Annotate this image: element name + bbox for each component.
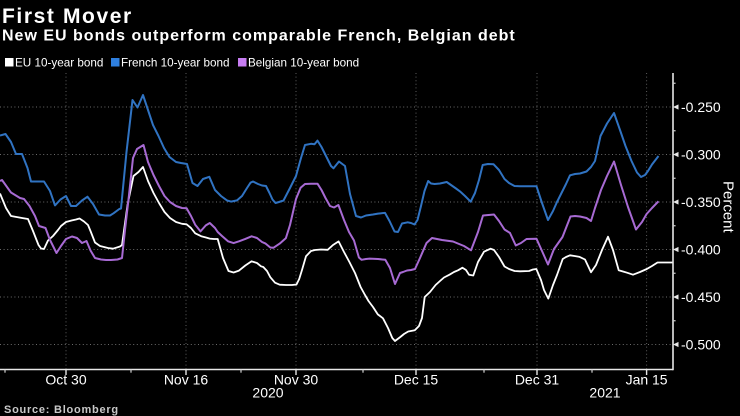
svg-text:Oct 30: Oct 30 bbox=[45, 372, 86, 388]
svg-text:-0.300: -0.300 bbox=[681, 147, 721, 163]
svg-text:-0.450: -0.450 bbox=[681, 289, 721, 305]
svg-text:-0.350: -0.350 bbox=[681, 194, 721, 210]
svg-text:New EU bonds outperform compar: New EU bonds outperform comparable Frenc… bbox=[2, 28, 516, 45]
svg-text:First Mover: First Mover bbox=[2, 5, 133, 28]
svg-text:Dec 15: Dec 15 bbox=[394, 372, 439, 388]
svg-text:Nov 16: Nov 16 bbox=[164, 372, 209, 388]
svg-text:Nov 30: Nov 30 bbox=[274, 372, 319, 388]
svg-text:2020: 2020 bbox=[252, 385, 283, 401]
svg-text:Jan 15: Jan 15 bbox=[626, 372, 668, 388]
svg-text:-0.400: -0.400 bbox=[681, 242, 721, 258]
svg-text:Dec 31: Dec 31 bbox=[515, 372, 560, 388]
svg-text:EU 10-year bond: EU 10-year bond bbox=[15, 57, 103, 70]
svg-text:Source: Bloomberg: Source: Bloomberg bbox=[4, 404, 119, 416]
svg-text:-0.500: -0.500 bbox=[681, 337, 721, 353]
svg-text:Belgian 10-year bond: Belgian 10-year bond bbox=[248, 57, 359, 70]
svg-text:-0.250: -0.250 bbox=[681, 99, 721, 115]
svg-text:Percent: Percent bbox=[720, 181, 737, 234]
svg-text:2021: 2021 bbox=[589, 385, 620, 401]
svg-text:French 10-year bond: French 10-year bond bbox=[121, 57, 230, 70]
